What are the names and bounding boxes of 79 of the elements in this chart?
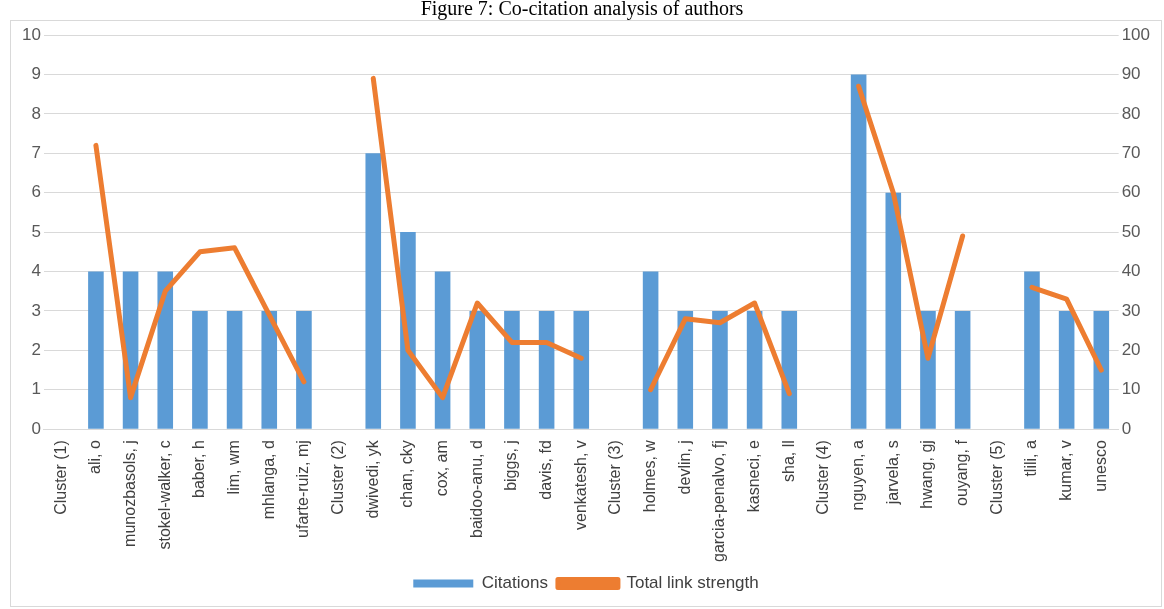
- y-tick-label: 3: [31, 300, 41, 320]
- bar: [192, 310, 208, 429]
- x-tick-label: kumar, v: [1057, 440, 1075, 501]
- x-tick-label: baidoo-anu, d: [467, 440, 485, 539]
- y2-tick-label: 100: [1121, 24, 1151, 44]
- x-tick-label: devlin, j: [675, 440, 693, 495]
- x-tick-label: mhlanga, d: [259, 440, 277, 520]
- x-tick-label: nguyen, a: [849, 440, 867, 511]
- x-tick-label: ali, o: [86, 440, 104, 474]
- y-tick-label: 1: [31, 379, 41, 399]
- bar: [954, 310, 971, 429]
- y-tick-label: 8: [31, 103, 41, 123]
- bar: [434, 271, 451, 429]
- y-tick-label: 2: [31, 340, 41, 360]
- x-tick-label: hwang, gj: [918, 440, 936, 509]
- bar: [538, 310, 555, 429]
- x-tick-label: Cluster (3): [606, 440, 624, 515]
- bar: [642, 271, 659, 429]
- y2-tick-label: 50: [1121, 221, 1141, 241]
- x-tick-label: unesco: [1091, 440, 1109, 492]
- x-tick-label: davis, fd: [537, 440, 555, 500]
- x-tick-label: Cluster (2): [329, 440, 346, 515]
- legend-label: Citations: [481, 573, 548, 593]
- bar: [88, 271, 104, 429]
- x-tick-label: Cluster (1): [51, 440, 69, 515]
- chart-title: Figure 7: Co-citation analysis of authors: [419, 0, 745, 20]
- bar: [850, 74, 867, 429]
- bar: [504, 310, 520, 429]
- x-tick-label: Cluster (4): [814, 440, 832, 515]
- bar: [157, 271, 174, 429]
- x-tick-label: kasneci, e: [745, 440, 763, 513]
- y2-tick-label: 80: [1121, 103, 1141, 123]
- y2-tick-label: 70: [1121, 142, 1141, 162]
- y-tick-label: 0: [31, 418, 41, 438]
- y-tick-label: 4: [31, 261, 41, 281]
- x-tick-label: garcia-penalvo, fj: [710, 440, 728, 562]
- x-tick-label: ufarte-ruiz, mj: [294, 440, 312, 538]
- y-tick-label: 10: [21, 24, 41, 44]
- bar: [712, 310, 728, 429]
- x-tick-label: venkatesh, v: [571, 440, 589, 530]
- x-tick-label: stokel-walker, c: [155, 440, 173, 550]
- y-tick-label: 5: [31, 221, 41, 241]
- x-tick-label: cox, am: [433, 440, 450, 497]
- y2-tick-label: 90: [1121, 64, 1141, 84]
- y2-tick-label: 0: [1121, 418, 1132, 438]
- bar: [573, 310, 590, 429]
- x-tick-label: ouyang, f: [953, 439, 971, 506]
- x-tick-label: chan, cky: [398, 440, 416, 508]
- bar: [1093, 310, 1110, 429]
- x-tick-label: biggs, j: [502, 440, 520, 491]
- x-tick-label: munozbasols, j: [120, 440, 138, 547]
- x-tick-label: sha, ll: [779, 440, 797, 482]
- x-tick-label: jarvela, s: [883, 440, 901, 506]
- x-tick-label: baber, h: [190, 440, 208, 498]
- x-tick-label: lim, wm: [224, 440, 242, 495]
- bar: [365, 153, 382, 429]
- bar: [781, 310, 798, 429]
- y2-tick-label: 20: [1121, 340, 1141, 360]
- bar: [746, 310, 763, 429]
- x-tick-label: dwivedi, yk: [363, 439, 381, 519]
- bar: [885, 192, 902, 429]
- bar: [677, 310, 694, 429]
- y-tick-label: 9: [31, 64, 41, 84]
- y-tick-label: 6: [31, 182, 41, 202]
- bar: [296, 310, 312, 429]
- bar: [1058, 310, 1075, 429]
- bar: [226, 310, 243, 429]
- bar: [261, 310, 278, 429]
- y2-tick-label: 60: [1121, 182, 1141, 202]
- legend-label: Total link strength: [626, 573, 759, 593]
- bar: [469, 310, 486, 429]
- y2-tick-label: 40: [1121, 261, 1141, 281]
- y-tick-label: 7: [31, 142, 41, 162]
- x-tick-label: Cluster (5): [987, 440, 1005, 515]
- x-tick-label: holmes, w: [641, 439, 659, 513]
- y2-tick-label: 10: [1121, 379, 1141, 399]
- y2-tick-label: 30: [1121, 300, 1141, 320]
- x-tick-label: tlili, a: [1022, 440, 1040, 477]
- bar: [1024, 271, 1040, 429]
